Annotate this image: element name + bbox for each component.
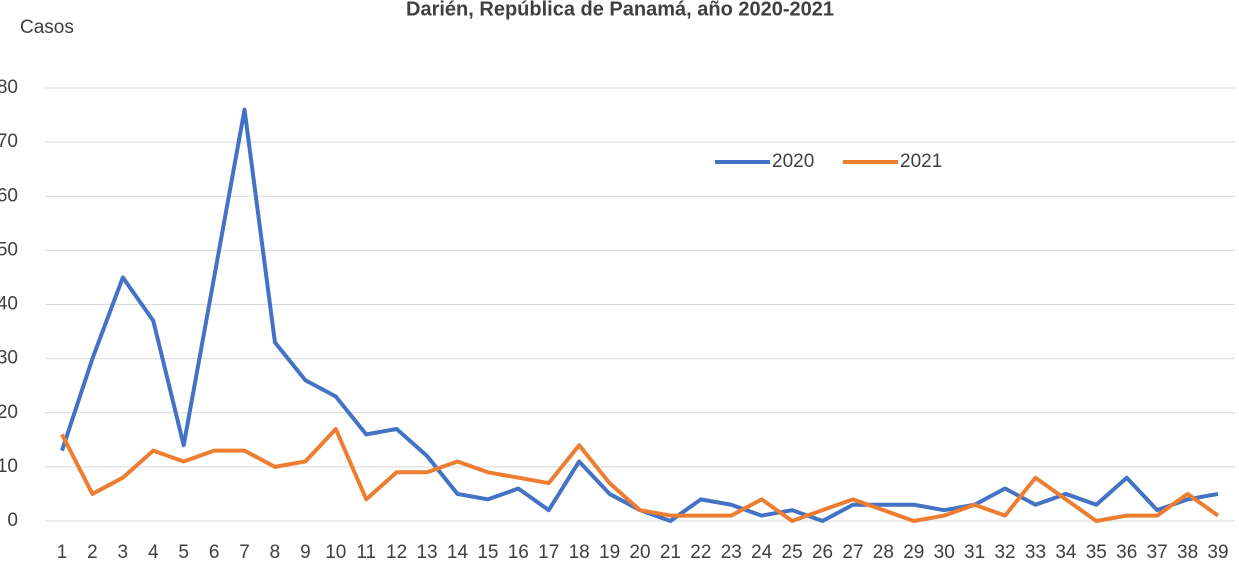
x-tick-label: 35 [1086,542,1107,563]
x-tick-label: 23 [721,542,742,563]
x-tick-label: 16 [508,542,529,563]
x-tick-label: 27 [842,542,863,563]
legend-label: 2021 [900,151,942,172]
x-tick-label: 39 [1207,542,1228,563]
line-series [60,426,1220,523]
x-tick-label: 33 [1025,542,1046,563]
y-tick-label: 10 [0,456,18,477]
y-tick-label: 40 [0,294,18,315]
x-tick-label: 6 [209,542,220,563]
x-tick-label: 12 [386,542,407,563]
y-axis-label: Casos [20,17,74,38]
y-tick-label: 30 [0,348,18,369]
x-tick-label: 37 [1147,542,1168,563]
x-tick-label: 17 [538,542,559,563]
x-tick-label: 26 [812,542,833,563]
x-tick-label: 19 [599,542,620,563]
y-tick-label: 50 [0,239,18,260]
x-tick-label: 13 [416,542,437,563]
x-tick-label: 21 [660,542,681,563]
x-tick-label: 29 [903,542,924,563]
y-tick-label: 0 [7,510,18,531]
x-tick-label: 32 [994,542,1015,563]
x-tick-label: 9 [300,542,311,563]
y-tick-label: 60 [0,185,18,206]
x-tick-label: 2 [87,542,98,563]
x-tick-label: 30 [934,542,955,563]
x-tick-label: 34 [1055,542,1077,563]
x-tick-label: 38 [1177,542,1198,563]
x-tick-label: 28 [873,542,894,563]
x-tick-label: 25 [782,542,803,563]
x-tick-label: 31 [964,542,985,563]
line-series [60,107,1219,523]
x-tick-label: 5 [178,542,189,563]
x-tick-label: 36 [1116,542,1137,563]
x-tick-label: 22 [690,542,711,563]
x-tick-label: 1 [57,542,68,563]
x-tick-label: 3 [118,542,129,563]
x-tick-label: 7 [239,542,250,563]
x-tick-label: 11 [356,542,376,563]
x-tick-label: 4 [148,542,159,563]
x-tick-label: 18 [569,542,590,563]
x-tick-label: 24 [751,542,773,563]
x-tick-label: 10 [325,542,346,563]
x-tick-label: 8 [270,542,281,563]
x-tick-label: 20 [629,542,650,563]
x-tick-label: 15 [477,542,498,563]
x-tick-label: 14 [447,542,469,563]
y-tick-label: 20 [0,402,18,423]
chart-title: Darién, República de Panamá, año 2020-20… [406,0,834,20]
legend-label: 2020 [772,151,814,172]
y-tick-label: 80 [0,77,18,98]
y-tick-label: 70 [0,131,18,152]
